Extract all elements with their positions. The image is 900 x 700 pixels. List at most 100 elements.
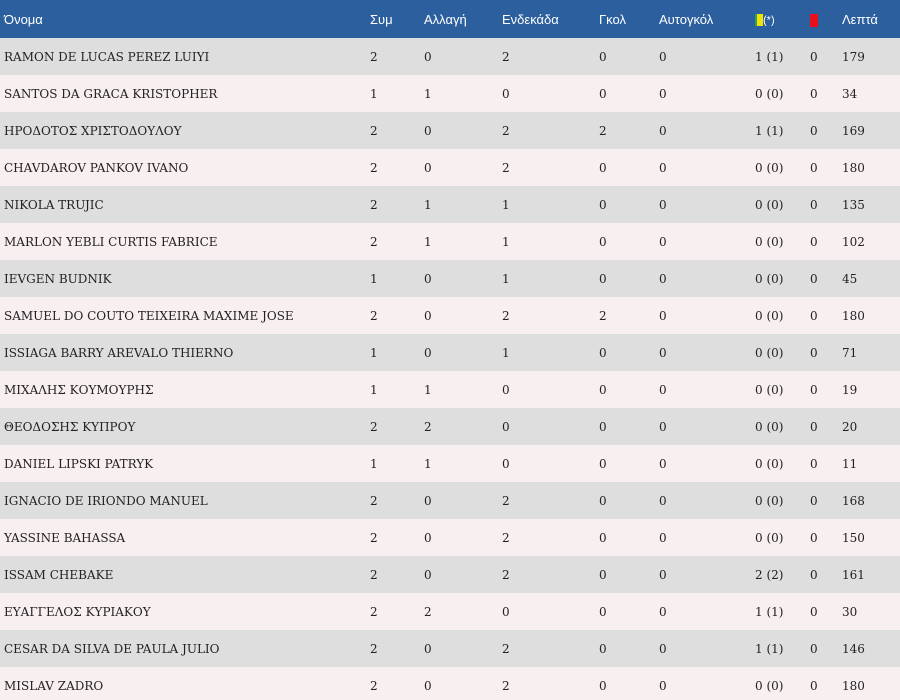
minutes-cell: 180 <box>842 160 865 175</box>
player-name-cell[interactable]: RAMON DE LUCAS PEREZ LUIYI <box>4 49 210 64</box>
player-name-cell[interactable]: IEVGEN BUDNIK <box>4 271 112 286</box>
substitution-cell: 0 <box>424 567 432 582</box>
own-goals-cell: 0 <box>659 308 667 323</box>
red-cards-cell: 0 <box>810 345 818 360</box>
substitution-cell: 1 <box>424 234 432 249</box>
table-row[interactable]: ΜΙΧΑΛΗΣ ΚΟΥΜΟΥΡΗΣ 1 1 0 0 0 0 (0) 0 19 <box>0 371 900 408</box>
minutes-cell: 180 <box>842 308 865 323</box>
header-goals[interactable]: Γκολ <box>599 11 626 27</box>
goals-cell: 2 <box>599 308 607 323</box>
minutes-cell: 179 <box>842 49 865 64</box>
yellow-cards-cell: 0 (0) <box>755 86 784 101</box>
table-row[interactable]: YASSINE BAHASSA 2 0 2 0 0 0 (0) 0 150 <box>0 519 900 556</box>
substitution-cell: 1 <box>424 382 432 397</box>
player-name-cell[interactable]: DANIEL LIPSKI PATRYK <box>4 456 154 471</box>
player-name-cell[interactable]: ΘΕΟΔΟΣΗΣ ΚΥΠΡΟΥ <box>4 419 136 434</box>
substitution-cell: 1 <box>424 197 432 212</box>
player-name-cell[interactable]: IGNACIO DE IRIONDO MANUEL <box>4 493 208 508</box>
own-goals-cell: 0 <box>659 49 667 64</box>
own-goals-cell: 0 <box>659 567 667 582</box>
table-row[interactable]: IGNACIO DE IRIONDO MANUEL 2 0 2 0 0 0 (0) 0 168 <box>0 482 900 519</box>
goals-cell: 0 <box>599 197 607 212</box>
goals-cell: 0 <box>599 530 607 545</box>
table-row[interactable]: MARLON YEBLI CURTIS FABRICE 2 1 1 0 0 0 (0) 0 10… <box>0 223 900 260</box>
header-starting-eleven[interactable]: Ενδεκάδα <box>502 11 559 27</box>
starting-eleven-cell: 0 <box>502 419 510 434</box>
table-row[interactable]: SAMUEL DO COUTO TEIXEIRA MAXIME JOSE 2 0 2 2… <box>0 297 900 334</box>
red-cards-cell: 0 <box>810 160 818 175</box>
table-row[interactable]: ISSIAGA BARRY AREVALO THIERNO 1 0 1 0 0 0 (0) 0… <box>0 334 900 371</box>
player-name-cell[interactable]: NIKOLA TRUJIC <box>4 197 104 212</box>
starting-eleven-cell: 2 <box>502 49 510 64</box>
yellow-cards-cell: 2 (2) <box>755 567 784 582</box>
own-goals-cell: 0 <box>659 641 667 656</box>
substitution-cell: 0 <box>424 308 432 323</box>
appearances-cell: 2 <box>370 49 378 64</box>
header-yellow-cards[interactable]: (*) <box>751 0 806 38</box>
table-row[interactable]: MISLAV ZADRO 2 0 2 0 0 0 (0) 0 180 <box>0 667 900 700</box>
yellow-cards-cell: 1 (1) <box>755 123 784 138</box>
minutes-cell: 150 <box>842 530 865 545</box>
goals-cell: 0 <box>599 271 607 286</box>
table-row[interactable]: RAMON DE LUCAS PEREZ LUIYI 2 0 2 0 0 1 (1) 0 179 <box>0 38 900 75</box>
table-row[interactable]: ΕΥΑΓΓΕΛΟΣ ΚΥΡΙΑΚΟΥ 2 2 0 0 0 1 (1) 0 30 <box>0 593 900 630</box>
table-row[interactable]: CESAR DA SILVA DE PAULA JULIO 2 0 2 0 0 1 (1) 0… <box>0 630 900 667</box>
table-row[interactable]: DANIEL LIPSKI PATRYK 1 1 0 0 0 0 (0) 0 11 <box>0 445 900 482</box>
appearances-cell: 1 <box>370 456 378 471</box>
player-name-cell[interactable]: YASSINE BAHASSA <box>4 530 126 545</box>
player-name-cell[interactable]: ΜΙΧΑΛΗΣ ΚΟΥΜΟΥΡΗΣ <box>4 382 154 397</box>
red-cards-cell: 0 <box>810 641 818 656</box>
player-name-cell[interactable]: CESAR DA SILVA DE PAULA JULIO <box>4 641 220 656</box>
table-row[interactable]: ΘΕΟΔΟΣΗΣ ΚΥΠΡΟΥ 2 2 0 0 0 0 (0) 0 20 <box>0 408 900 445</box>
own-goals-cell: 0 <box>659 493 667 508</box>
starting-eleven-cell: 2 <box>502 308 510 323</box>
starting-eleven-cell: 1 <box>502 345 510 360</box>
player-name-cell[interactable]: MISLAV ZADRO <box>4 678 104 693</box>
table-row[interactable]: CHAVDAROV PANKOV IVANO 2 0 2 0 0 0 (0) 0 180 <box>0 149 900 186</box>
header-name[interactable]: Όνομα <box>4 11 43 27</box>
player-name-cell[interactable]: SANTOS DA GRACA KRISTOPHER <box>4 86 218 101</box>
table-row[interactable]: SANTOS DA GRACA KRISTOPHER 1 1 0 0 0 0 (0) 0 34 <box>0 75 900 112</box>
goals-cell: 0 <box>599 49 607 64</box>
player-name-cell[interactable]: SAMUEL DO COUTO TEIXEIRA MAXIME JOSE <box>4 308 294 323</box>
player-name-cell[interactable]: ISSIAGA BARRY AREVALO THIERNO <box>4 345 234 360</box>
player-name-cell[interactable]: ΕΥΑΓΓΕΛΟΣ ΚΥΡΙΑΚΟΥ <box>4 604 151 619</box>
player-name-cell[interactable]: ISSAM CHEBAKE <box>4 567 114 582</box>
minutes-cell: 135 <box>842 197 865 212</box>
yellow-cards-cell: 0 (0) <box>755 419 784 434</box>
minutes-cell: 30 <box>842 604 858 619</box>
starting-eleven-cell: 0 <box>502 456 510 471</box>
player-name-cell[interactable]: MARLON YEBLI CURTIS FABRICE <box>4 234 218 249</box>
header-red-cards[interactable] <box>806 0 838 38</box>
player-name-cell[interactable]: CHAVDAROV PANKOV IVANO <box>4 160 189 175</box>
table-row[interactable]: ISSAM CHEBAKE 2 0 2 0 0 2 (2) 0 161 <box>0 556 900 593</box>
yellow-cards-cell: 0 (0) <box>755 234 784 249</box>
goals-cell: 0 <box>599 604 607 619</box>
own-goals-cell: 0 <box>659 678 667 693</box>
appearances-cell: 2 <box>370 641 378 656</box>
table-row[interactable]: IEVGEN BUDNIK 1 0 1 0 0 0 (0) 0 45 <box>0 260 900 297</box>
appearances-cell: 2 <box>370 493 378 508</box>
own-goals-cell: 0 <box>659 382 667 397</box>
appearances-cell: 1 <box>370 271 378 286</box>
own-goals-cell: 0 <box>659 123 667 138</box>
red-cards-cell: 0 <box>810 456 818 471</box>
header-own-goals[interactable]: Αυτογκόλ <box>659 11 714 27</box>
starting-eleven-cell: 2 <box>502 493 510 508</box>
red-cards-cell: 0 <box>810 308 818 323</box>
red-cards-cell: 0 <box>810 604 818 619</box>
substitution-cell: 0 <box>424 123 432 138</box>
starting-eleven-cell: 2 <box>502 641 510 656</box>
yellow-cards-cell: 0 (0) <box>755 382 784 397</box>
appearances-cell: 2 <box>370 308 378 323</box>
table-row[interactable]: ΗΡΟΔΟΤΟΣ ΧΡΙΣΤΟΔΟΥΛΟΥ 2 0 2 2 0 1 (1) 0 169 <box>0 112 900 149</box>
header-minutes[interactable]: Λεπτά <box>842 11 878 27</box>
header-substitution[interactable]: Αλλαγή <box>424 11 467 27</box>
appearances-cell: 2 <box>370 160 378 175</box>
player-name-cell[interactable]: ΗΡΟΔΟΤΟΣ ΧΡΙΣΤΟΔΟΥΛΟΥ <box>4 123 182 138</box>
header-appearances[interactable]: Συμ <box>370 11 393 27</box>
appearances-cell: 2 <box>370 678 378 693</box>
table-row[interactable]: NIKOLA TRUJIC 2 1 1 0 0 0 (0) 0 135 <box>0 186 900 223</box>
yellow-cards-cell: 1 (1) <box>755 604 784 619</box>
appearances-cell: 2 <box>370 234 378 249</box>
